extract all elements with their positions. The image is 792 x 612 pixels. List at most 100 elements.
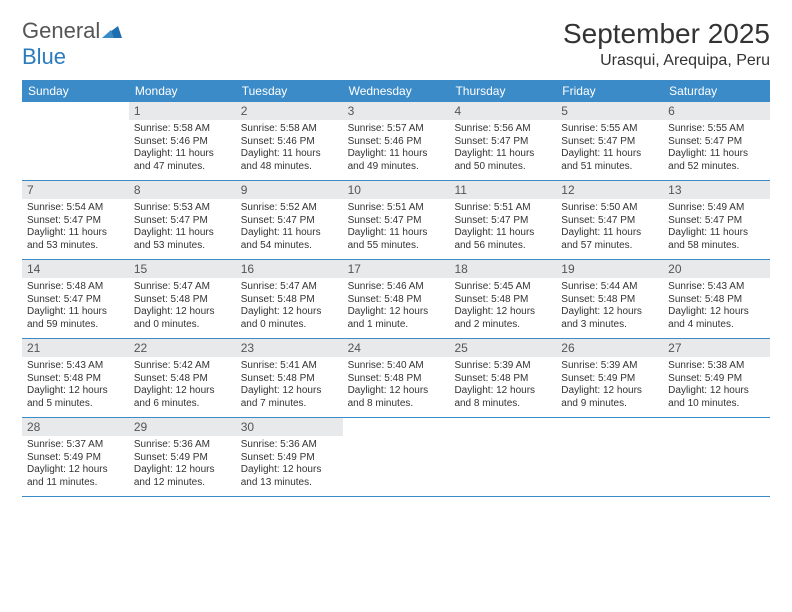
date-number: 24 [343,339,450,357]
sunset-text: Sunset: 5:47 PM [134,215,231,228]
cell-body: Sunrise: 5:50 AMSunset: 5:47 PMDaylight:… [556,199,663,256]
sunset-text: Sunset: 5:48 PM [348,373,445,386]
sunset-text: Sunset: 5:47 PM [668,136,765,149]
daylight-text: Daylight: 12 hours and 12 minutes. [134,464,231,489]
calendar-cell: 22Sunrise: 5:42 AMSunset: 5:48 PMDayligh… [129,339,236,417]
daylight-text: Daylight: 11 hours and 53 minutes. [27,227,124,252]
date-number: 28 [22,418,129,436]
daylight-text: Daylight: 12 hours and 8 minutes. [454,385,551,410]
cell-body: Sunrise: 5:36 AMSunset: 5:49 PMDaylight:… [236,436,343,493]
sunrise-text: Sunrise: 5:45 AM [454,281,551,294]
sunset-text: Sunset: 5:47 PM [668,215,765,228]
date-number: 29 [129,418,236,436]
sunrise-text: Sunrise: 5:55 AM [668,123,765,136]
daylight-text: Daylight: 12 hours and 9 minutes. [561,385,658,410]
cell-body: Sunrise: 5:41 AMSunset: 5:48 PMDaylight:… [236,357,343,414]
sunrise-text: Sunrise: 5:39 AM [561,360,658,373]
sunrise-text: Sunrise: 5:37 AM [27,439,124,452]
calendar-cell: 18Sunrise: 5:45 AMSunset: 5:48 PMDayligh… [449,260,556,338]
date-number: 21 [22,339,129,357]
calendar-cell [343,418,450,496]
sunrise-text: Sunrise: 5:55 AM [561,123,658,136]
calendar-grid: 1Sunrise: 5:58 AMSunset: 5:46 PMDaylight… [22,102,770,497]
date-number: 2 [236,102,343,120]
cell-body: Sunrise: 5:58 AMSunset: 5:46 PMDaylight:… [129,120,236,177]
calendar-page: GeneralBlue September 2025 Urasqui, Areq… [0,0,792,515]
sunrise-text: Sunrise: 5:56 AM [454,123,551,136]
daylight-text: Daylight: 12 hours and 0 minutes. [134,306,231,331]
daylight-text: Daylight: 11 hours and 50 minutes. [454,148,551,173]
calendar-cell: 13Sunrise: 5:49 AMSunset: 5:47 PMDayligh… [663,181,770,259]
logo-text-general: General [22,18,100,43]
weekday-header: Friday [556,80,663,102]
sunrise-text: Sunrise: 5:51 AM [348,202,445,215]
daylight-text: Daylight: 11 hours and 53 minutes. [134,227,231,252]
daylight-text: Daylight: 12 hours and 8 minutes. [348,385,445,410]
date-number: 9 [236,181,343,199]
daylight-text: Daylight: 12 hours and 13 minutes. [241,464,338,489]
date-number: 10 [343,181,450,199]
sunset-text: Sunset: 5:48 PM [348,294,445,307]
cell-body: Sunrise: 5:38 AMSunset: 5:49 PMDaylight:… [663,357,770,414]
calendar-cell: 5Sunrise: 5:55 AMSunset: 5:47 PMDaylight… [556,102,663,180]
daylight-text: Daylight: 11 hours and 49 minutes. [348,148,445,173]
date-number: 26 [556,339,663,357]
cell-body: Sunrise: 5:44 AMSunset: 5:48 PMDaylight:… [556,278,663,335]
sunrise-text: Sunrise: 5:36 AM [134,439,231,452]
sunrise-text: Sunrise: 5:58 AM [134,123,231,136]
cell-body: Sunrise: 5:56 AMSunset: 5:47 PMDaylight:… [449,120,556,177]
sunset-text: Sunset: 5:49 PM [668,373,765,386]
cell-body: Sunrise: 5:55 AMSunset: 5:47 PMDaylight:… [663,120,770,177]
sunrise-text: Sunrise: 5:36 AM [241,439,338,452]
calendar-cell: 21Sunrise: 5:43 AMSunset: 5:48 PMDayligh… [22,339,129,417]
calendar-cell: 6Sunrise: 5:55 AMSunset: 5:47 PMDaylight… [663,102,770,180]
cell-body: Sunrise: 5:52 AMSunset: 5:47 PMDaylight:… [236,199,343,256]
cell-body: Sunrise: 5:47 AMSunset: 5:48 PMDaylight:… [129,278,236,335]
date-number: 15 [129,260,236,278]
logo-text: GeneralBlue [22,18,122,70]
sunset-text: Sunset: 5:46 PM [241,136,338,149]
daylight-text: Daylight: 12 hours and 1 minute. [348,306,445,331]
title-block: September 2025 Urasqui, Arequipa, Peru [563,18,770,70]
sunset-text: Sunset: 5:48 PM [561,294,658,307]
date-number: 30 [236,418,343,436]
calendar-cell [22,102,129,180]
calendar-cell: 16 Sunrise: 5:47 AMSunset: 5:48 PMDayligh… [236,260,343,338]
logo-text-blue: Blue [22,44,66,69]
sunset-text: Sunset: 5:49 PM [27,452,124,465]
daylight-text: Daylight: 12 hours and 0 minutes. [241,306,338,331]
cell-body: Sunrise: 5:54 AMSunset: 5:47 PMDaylight:… [22,199,129,256]
sunrise-text: Sunrise: 5:39 AM [454,360,551,373]
calendar-cell: 14Sunrise: 5:48 AMSunset: 5:47 PMDayligh… [22,260,129,338]
daylight-text: Daylight: 12 hours and 4 minutes. [668,306,765,331]
sunrise-text: Sunrise: 5:46 AM [348,281,445,294]
date-number: 19 [556,260,663,278]
sunset-text: Sunset: 5:47 PM [27,215,124,228]
date-number: 8 [129,181,236,199]
sunrise-text: Sunrise: 5:52 AM [241,202,338,215]
daylight-text: Daylight: 11 hours and 51 minutes. [561,148,658,173]
weekday-header-row: SundayMondayTuesdayWednesdayThursdayFrid… [22,80,770,102]
cell-body: Sunrise: 5:40 AMSunset: 5:48 PMDaylight:… [343,357,450,414]
daylight-text: Daylight: 12 hours and 11 minutes. [27,464,124,489]
date-number: 23 [236,339,343,357]
date-number: 20 [663,260,770,278]
sunset-text: Sunset: 5:48 PM [241,294,338,307]
calendar-cell: 2Sunrise: 5:58 AMSunset: 5:46 PMDaylight… [236,102,343,180]
date-number: 18 [449,260,556,278]
sunrise-text: Sunrise: 5:53 AM [134,202,231,215]
date-number: 6 [663,102,770,120]
sunset-text: Sunset: 5:46 PM [348,136,445,149]
sunrise-text: Sunrise: 5:47 AM [241,281,338,294]
date-number: 12 [556,181,663,199]
daylight-text: Daylight: 12 hours and 7 minutes. [241,385,338,410]
sunset-text: Sunset: 5:47 PM [561,136,658,149]
sunrise-text: Sunrise: 5:51 AM [454,202,551,215]
daylight-text: Daylight: 12 hours and 5 minutes. [27,385,124,410]
cell-body: Sunrise: 5:43 AMSunset: 5:48 PMDaylight:… [22,357,129,414]
cell-body: Sunrise: 5:51 AMSunset: 5:47 PMDaylight:… [449,199,556,256]
sunrise-text: Sunrise: 5:42 AM [134,360,231,373]
calendar-week: 14Sunrise: 5:48 AMSunset: 5:47 PMDayligh… [22,260,770,339]
sunrise-text: Sunrise: 5:43 AM [668,281,765,294]
date-number: 16 [236,260,343,278]
